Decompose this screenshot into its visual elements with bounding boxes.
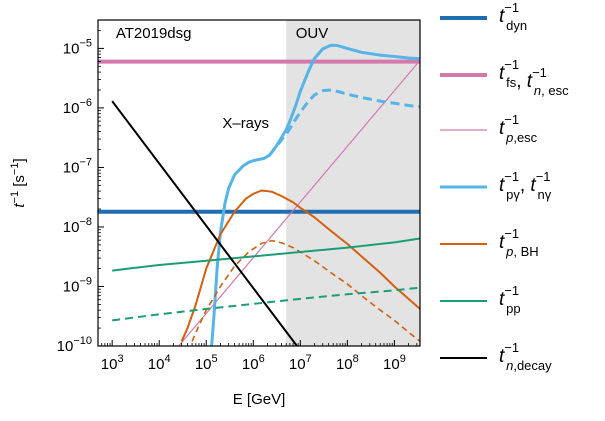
series-t_pgamma: [210, 43, 420, 346]
y-tick-label: 10−6: [63, 97, 92, 117]
x-tick-label: 107: [289, 353, 312, 373]
series-t_p_BH: [180, 189, 420, 342]
y-tick-label: 10−10: [57, 335, 92, 355]
x-tick-label: 105: [195, 353, 218, 373]
y-tick-label: 10−9: [63, 275, 92, 295]
annotation-0: AT2019dsg: [116, 25, 192, 42]
annotation-2: X–rays: [222, 115, 269, 132]
x-tick-label: 103: [101, 353, 124, 373]
series-t_n_decay: [111, 100, 298, 346]
y-tick-label: 10−8: [63, 216, 92, 236]
y-tick-label: 10−5: [63, 37, 92, 57]
plot-frame: [97, 19, 421, 347]
series-t_p_BH_dashed: [191, 239, 420, 342]
legend-label-pp: t−1 pp: [499, 283, 521, 316]
y-tick-label: 10−7: [63, 156, 92, 176]
x-tick-label: 104: [148, 353, 171, 373]
x-tick-label: 106: [242, 353, 265, 373]
shaded-band: [286, 20, 420, 346]
series-t_pp: [112, 237, 420, 272]
legend-label-n_decay: t−1 n,decay: [499, 340, 552, 373]
y-axis-title: t−1 [s−1]: [9, 158, 28, 207]
legend-label-fs_n_esc: t−1 fs, t−1 n, esc: [499, 57, 569, 98]
annotation-1: OUV: [296, 25, 329, 42]
series-t_pp_dashed: [112, 286, 420, 322]
legend-label-pgamma: t−1 pγ, t−1 nγ: [499, 169, 552, 202]
x-tick-label: 108: [336, 353, 359, 373]
legend-label-p_esc: t−1 p,esc: [499, 112, 538, 145]
x-tick-label: 109: [383, 353, 406, 373]
x-axis-title: E [GeV]: [233, 391, 286, 408]
series-t_p_esc: [178, 59, 420, 346]
legend-label-dyn: t−1 dyn: [499, 0, 527, 33]
series-t_pgamma_dashed: [268, 88, 420, 157]
legend-label-p_BH: t−1 p, BH: [499, 226, 539, 259]
